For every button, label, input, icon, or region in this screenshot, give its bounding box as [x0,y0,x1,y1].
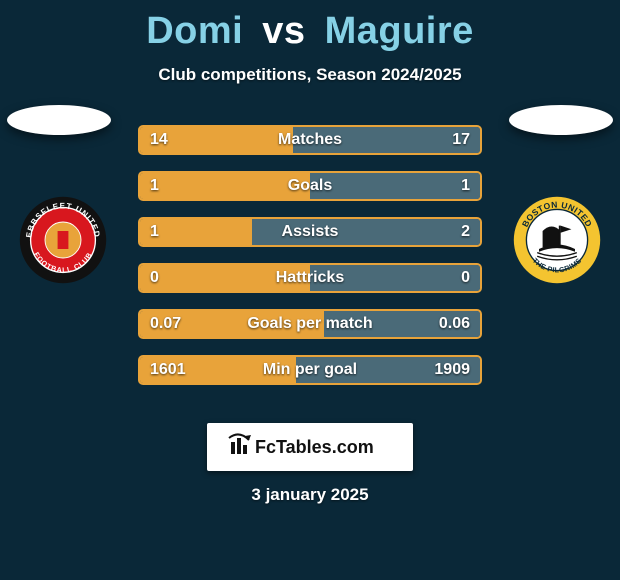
stat-bars: 1417Matches 11Goals 12Assists 00Hattricks 0.… [138,125,482,401]
club2-badge: BOSTON UNITED THE PILGRIMS [512,195,602,285]
stat-row: 16011909Min per goal [138,355,482,385]
player1-avatar-slot [4,105,114,135]
stat-row: 12Assists [138,217,482,247]
stat-fill-left [140,127,293,153]
stat-fill-left [140,265,310,291]
player1-name: Domi [146,10,243,52]
stat-fill-left [140,173,310,199]
player2-name: Maguire [325,10,474,52]
stat-fill-right [296,357,480,383]
club1-badge-icon: EBBSFLEET UNITED FOOTBALL CLUB [18,195,108,285]
player2-avatar-placeholder [509,105,613,135]
player2-avatar-slot [506,105,616,135]
brand-text: FcTables.com [255,437,374,457]
stat-fill-right [293,127,480,153]
club1-badge: EBBSFLEET UNITED FOOTBALL CLUB [18,195,108,285]
vs-text: vs [262,10,305,52]
date-text: 3 january 2025 [0,485,620,505]
stat-fill-right [324,311,480,337]
subtitle: Club competitions, Season 2024/2025 [0,65,620,85]
stat-row: 11Goals [138,171,482,201]
brand-box: FcTables.com [207,423,413,471]
comparison-stage: EBBSFLEET UNITED FOOTBALL CLUB BOSTON UN… [0,115,620,415]
club2-badge-icon: BOSTON UNITED THE PILGRIMS [512,195,602,285]
stat-fill-right [252,219,480,245]
player1-avatar-placeholder [7,105,111,135]
stat-fill-left [140,357,296,383]
stat-row: 1417Matches [138,125,482,155]
fctables-logo-icon: FcTables.com [225,432,395,462]
stat-fill-right [310,173,480,199]
stat-fill-right [310,265,480,291]
stat-row: 0.070.06Goals per match [138,309,482,339]
comparison-title: Domi vs Maguire [0,0,620,53]
stat-row: 00Hattricks [138,263,482,293]
stat-fill-left [140,219,252,245]
stat-fill-left [140,311,324,337]
